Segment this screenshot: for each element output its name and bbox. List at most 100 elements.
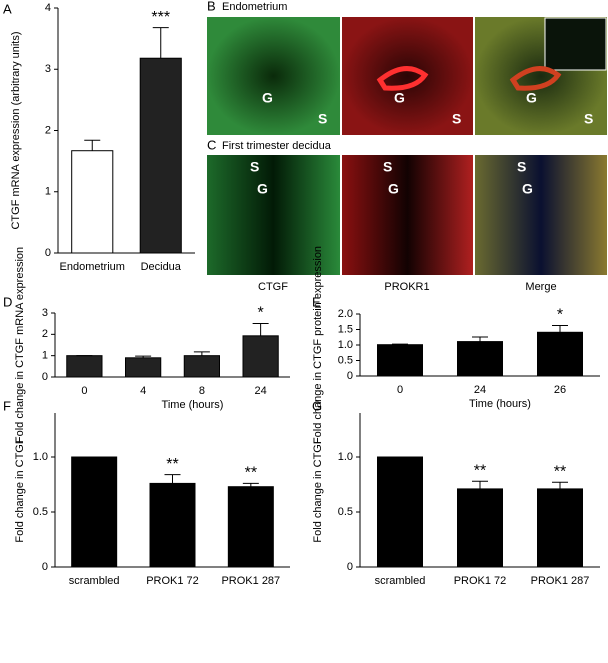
y-axis-label: CTGF mRNA expression (arbitrary units) (10, 31, 22, 229)
x-axis-label: Time (hours) (162, 399, 224, 411)
gland (509, 66, 562, 91)
panel-letter: C (207, 137, 216, 152)
marker: G (394, 90, 405, 106)
y-tick-label: 0 (42, 371, 48, 383)
micrograph (475, 155, 607, 275)
bar (242, 335, 279, 378)
x-tick-label: PROK1 72 (454, 575, 507, 587)
y-axis-label: Fold change in CTGF (14, 437, 26, 542)
x-tick-label: 0 (397, 384, 403, 396)
error-bar (193, 351, 210, 356)
column-label: Merge (525, 281, 556, 293)
error-bar (472, 480, 488, 489)
y-tick-label: 4 (45, 2, 51, 14)
x-tick-label: 4 (140, 385, 146, 397)
y-tick-label: 0 (347, 561, 353, 573)
x-tick-label: PROK1 72 (146, 575, 199, 587)
y-tick-label: 2 (45, 124, 51, 136)
error-bar (135, 355, 152, 358)
error-bar (552, 324, 568, 333)
marker: S (452, 111, 461, 127)
error-bar (84, 139, 101, 151)
y-tick-label: 1.0 (33, 451, 48, 463)
bar (537, 331, 583, 377)
marker: G (522, 181, 533, 197)
panel-letter: F (3, 398, 11, 413)
x-tick-label: 0 (81, 385, 87, 397)
y-tick-label: 0.5 (338, 354, 353, 366)
y-tick-label: 0 (45, 247, 51, 259)
column-label: CTGF (258, 281, 288, 293)
panel-letter: B (207, 0, 216, 13)
panel-letter: D (3, 294, 12, 309)
y-tick-label: 3 (42, 307, 48, 319)
y-tick-label: 0.5 (338, 506, 353, 518)
y-tick-label: 1.0 (338, 451, 353, 463)
x-tick-label: 26 (554, 384, 566, 396)
marker: S (318, 111, 327, 127)
error-bar (552, 481, 568, 489)
row-title: First trimester decidua (222, 140, 332, 152)
bar (227, 486, 274, 568)
bar (377, 344, 423, 377)
y-axis-label: Fold change in CTGF mRNA expression (14, 247, 26, 443)
significance: *** (151, 9, 170, 26)
marker: G (388, 181, 399, 197)
bar (183, 355, 220, 378)
marker: S (584, 111, 593, 127)
bar (537, 488, 583, 568)
significance: ** (166, 456, 178, 473)
significance: * (258, 305, 264, 322)
significance: * (557, 307, 563, 324)
gland (376, 66, 429, 91)
error-bar (472, 336, 488, 342)
y-tick-label: 0 (347, 370, 353, 382)
inset (544, 17, 607, 71)
bar (457, 341, 503, 377)
micrograph (342, 155, 473, 275)
significance: ** (245, 465, 257, 482)
x-tick-label: 8 (199, 385, 205, 397)
y-tick-label: 0 (42, 561, 48, 573)
marker: G (257, 181, 268, 197)
y-tick-label: 2.0 (338, 308, 353, 320)
x-tick-label: 24 (255, 385, 267, 397)
y-axis-label: Fold change in CTGF protein expression (312, 246, 324, 444)
y-tick-label: 3 (45, 63, 51, 75)
error-bar (252, 322, 269, 336)
bar (125, 357, 162, 378)
bar (149, 482, 196, 568)
panel-letter: A (3, 1, 12, 16)
micrograph (207, 155, 340, 275)
bar (377, 456, 423, 568)
x-tick-label: scrambled (69, 575, 120, 587)
bar (139, 57, 182, 254)
y-tick-label: 1 (42, 350, 48, 362)
column-label: PROKR1 (384, 281, 429, 293)
x-tick-label: Endometrium (60, 261, 125, 273)
error-bar (392, 343, 408, 345)
y-tick-label: 2 (42, 328, 48, 340)
y-tick-label: 1 (45, 186, 51, 198)
panel-letter: G (312, 398, 322, 413)
error-bar (242, 482, 259, 487)
y-tick-label: 1.5 (338, 323, 353, 335)
bar (457, 488, 503, 568)
y-axis-label: Fold change in CTGF (312, 437, 324, 542)
x-tick-label: 24 (474, 384, 486, 396)
x-tick-label: PROK1 287 (531, 575, 590, 587)
bar (71, 456, 118, 568)
significance: ** (474, 462, 486, 479)
error-bar (152, 27, 169, 59)
error-bar (164, 474, 181, 484)
bar (71, 150, 114, 254)
x-axis-label: Time (hours) (469, 398, 531, 410)
marker: S (250, 159, 259, 175)
y-tick-label: 0.5 (33, 506, 48, 518)
x-tick-label: scrambled (375, 575, 426, 587)
micrograph (207, 17, 340, 135)
row-title: Endometrium (222, 1, 287, 13)
marker: S (383, 159, 392, 175)
y-tick-label: 1.0 (338, 339, 353, 351)
